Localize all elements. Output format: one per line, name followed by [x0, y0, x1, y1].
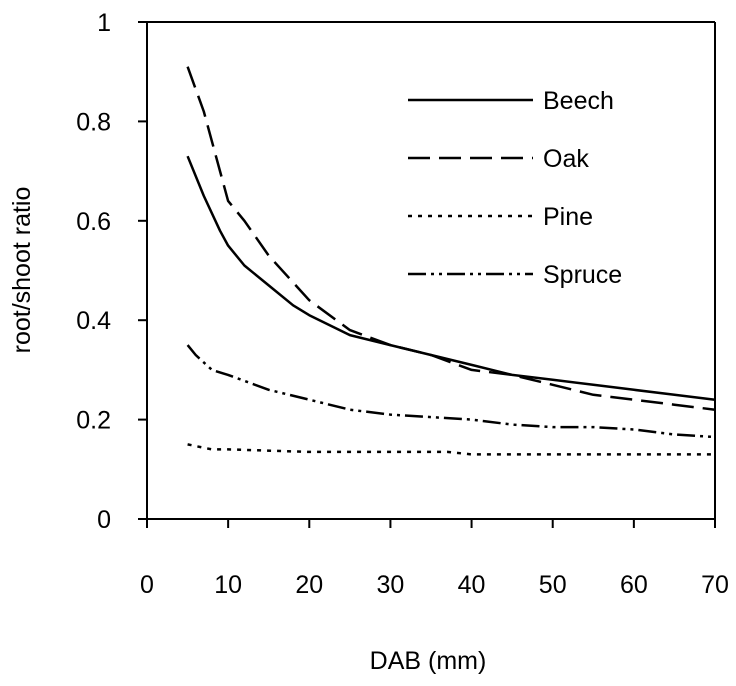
- x-tick-label: 70: [701, 571, 729, 599]
- x-tick-label: 30: [377, 571, 405, 599]
- x-tick-label: 50: [539, 571, 567, 599]
- y-tick-label: 0.4: [76, 307, 111, 335]
- legend-label-beech: Beech: [543, 87, 614, 115]
- y-tick-label: 0.2: [76, 407, 111, 435]
- legend: Beech Oak Pine Spruce: [408, 87, 622, 289]
- series-line-beech: [186, 155, 716, 401]
- y-tick-label: 1: [97, 9, 111, 37]
- x-tick-label: 0: [140, 571, 154, 599]
- y-axis-title: root/shoot ratio: [8, 187, 36, 354]
- legend-label-pine: Pine: [543, 203, 593, 231]
- x-tick-label: 10: [214, 571, 242, 599]
- legend-label-oak: Oak: [543, 145, 589, 173]
- y-tick-label: 0.6: [76, 208, 111, 236]
- series-lines: [186, 66, 716, 456]
- series-line-spruce: [186, 344, 716, 439]
- x-axis-title: DAB (mm): [370, 647, 487, 675]
- legend-label-spruce: Spruce: [543, 261, 622, 289]
- series-line-pine: [187, 443, 715, 456]
- x-tick-label: 60: [620, 571, 648, 599]
- y-tick-label: 0: [97, 506, 111, 534]
- x-tick-label: 40: [458, 571, 486, 599]
- x-tick-label: 20: [295, 571, 323, 599]
- axes: [146, 21, 716, 520]
- tick-group: 0 10 20 30 40 50 60 70 0 0.2 0.4 0.6 0.8 1: [76, 9, 729, 599]
- y-tick-label: 0.8: [76, 108, 111, 136]
- series-line-oak: [186, 66, 716, 411]
